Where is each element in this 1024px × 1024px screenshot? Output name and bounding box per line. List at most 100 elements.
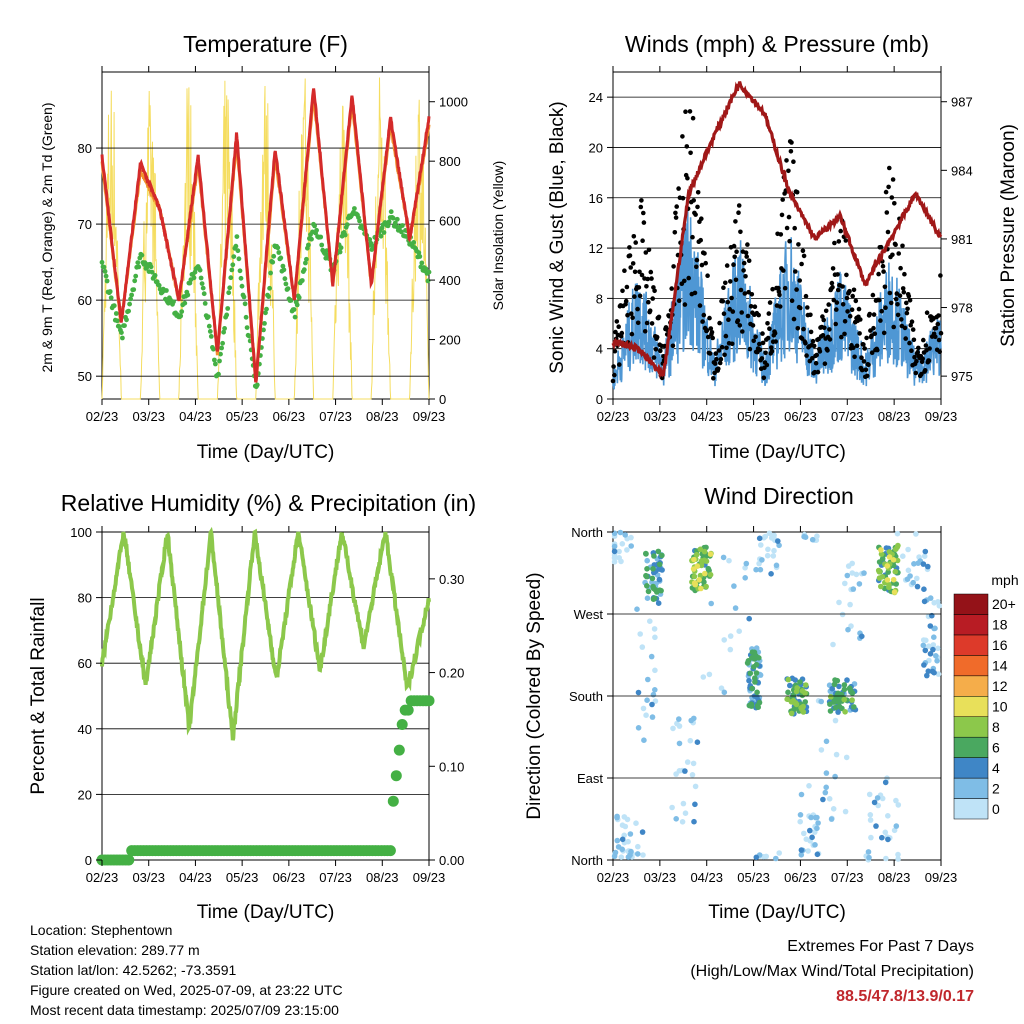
wind-direction-point <box>835 709 841 715</box>
wind-direction-point <box>746 677 752 684</box>
gust-point <box>736 203 742 208</box>
wind-direction-point <box>921 586 927 592</box>
wind-direction-point <box>823 738 830 745</box>
dewpoint-point <box>270 259 276 265</box>
wind-direction-point <box>800 703 806 710</box>
wind-direction-point <box>655 548 662 555</box>
gust-point <box>744 254 749 259</box>
temperature-ytick-label: 60 <box>78 293 92 308</box>
wind-direction-point <box>809 536 816 543</box>
wind-direction-point <box>691 580 698 586</box>
humidity-xtick-label: 05/23 <box>226 870 259 885</box>
wind-direction-point <box>849 697 855 703</box>
dewpoint-point <box>221 329 227 335</box>
gust-point <box>723 280 728 286</box>
wind-direction-point <box>644 566 650 572</box>
gust-point <box>637 269 642 275</box>
gust-point <box>688 150 693 156</box>
dewpoint-point <box>271 253 277 259</box>
humidity-xtick-label: 06/23 <box>273 870 306 885</box>
wind-direction-point <box>878 551 885 557</box>
gust-point <box>933 325 939 331</box>
wind-direction-ytick-label: East <box>577 771 603 786</box>
gust-point <box>767 326 772 332</box>
gust-point <box>673 215 679 220</box>
gust-point <box>795 326 801 331</box>
gust-point <box>713 351 719 356</box>
wind-direction-point <box>743 560 750 567</box>
gust-point <box>753 334 758 340</box>
wind-direction-point <box>828 694 834 700</box>
temperature-xtick-label: 06/23 <box>273 409 306 424</box>
dewpoint-point <box>201 291 207 297</box>
gust-point <box>847 313 853 319</box>
gust-point <box>716 348 722 353</box>
extremes-subtitle: (High/Low/Max Wind/Total Precipitation) <box>690 963 974 980</box>
wind-direction-point <box>773 855 779 862</box>
gust-point <box>766 311 772 316</box>
wind-direction-point <box>619 822 626 828</box>
gust-point <box>726 317 731 323</box>
gust-point <box>889 195 895 200</box>
winds-panel: 0 4 8 12 16 20 24 975 978 981 984 987 02/23 03/23 04/2… <box>547 31 1019 463</box>
wind-direction-point <box>925 563 931 570</box>
dewpoint-point <box>241 294 247 300</box>
gust-point <box>652 288 657 294</box>
gust-point <box>773 339 778 344</box>
gust-point <box>810 356 815 361</box>
gust-point <box>909 348 914 354</box>
gust-point <box>892 201 897 206</box>
gust-point <box>871 312 877 317</box>
wind-direction-point <box>618 558 624 565</box>
gust-point <box>866 362 871 368</box>
gust-point <box>895 312 901 318</box>
gust-point <box>751 338 756 344</box>
dewpoint-point <box>318 234 324 240</box>
dewpoint-point <box>314 227 319 233</box>
precipitation-point <box>393 744 405 756</box>
winds-ytick-label: 20 <box>589 140 603 155</box>
wind-direction-point <box>802 699 808 705</box>
gust-point <box>761 375 767 381</box>
gust-point <box>923 343 929 348</box>
wind-direction-point <box>875 567 882 574</box>
wind-direction-point <box>836 599 842 606</box>
gust-point <box>794 287 799 292</box>
gust-point <box>644 320 650 326</box>
wind-direction-point <box>883 545 890 551</box>
gust-point <box>723 333 729 339</box>
wind-direction-point <box>619 846 625 853</box>
gust-point <box>884 210 890 215</box>
wind-direction-point <box>700 674 707 680</box>
dewpoint-point <box>234 234 240 240</box>
winds-xtick-label: 08/23 <box>878 409 911 424</box>
dewpoint-point <box>207 329 213 334</box>
precip-ytick-label: 0.10 <box>439 759 464 774</box>
wind-direction-point <box>885 813 891 819</box>
gust-point <box>711 376 716 381</box>
dewpoint-point <box>425 278 431 284</box>
dewpoint-point <box>104 278 110 284</box>
dewpoint-point <box>278 255 284 261</box>
gust-point <box>693 212 698 217</box>
wind-direction-point <box>622 532 628 538</box>
gust-point <box>787 238 792 244</box>
dewpoint-point <box>303 260 308 266</box>
dewpoint-point <box>179 309 185 314</box>
gust-point <box>653 347 659 352</box>
colorbar-title: mph <box>991 572 1018 588</box>
wind-direction-point <box>841 686 848 693</box>
wind-direction-point <box>914 583 921 590</box>
gust-point <box>765 321 770 326</box>
wind-direction-point <box>935 645 941 652</box>
wind-direction-point <box>867 817 874 823</box>
gust-point <box>674 204 679 209</box>
gust-point <box>791 159 796 164</box>
gust-point <box>924 310 930 316</box>
solar-ytick-label: 200 <box>439 333 461 348</box>
gust-point <box>811 343 817 349</box>
gust-point <box>746 258 752 264</box>
wind-direction-point <box>650 585 657 592</box>
wind-direction-point <box>616 548 622 555</box>
wind-direction-point <box>731 583 737 589</box>
